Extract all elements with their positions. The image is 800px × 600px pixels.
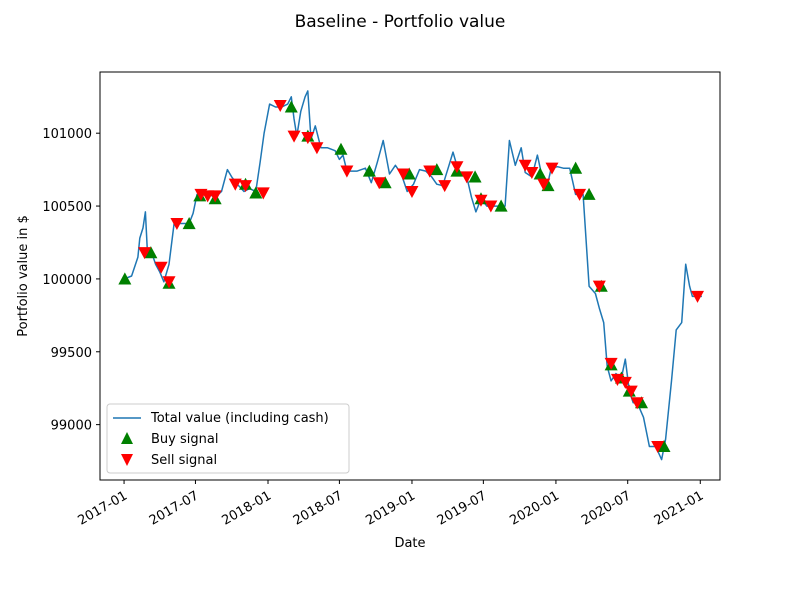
sell-signal-marker — [310, 142, 324, 155]
buy-signal-marker — [334, 142, 348, 155]
sell-signal-marker — [208, 190, 222, 203]
sell-signal-marker — [423, 165, 437, 178]
sell-signal-marker — [460, 171, 474, 184]
y-axis-ticks: 99000 99500 100000 100500 101000 — [42, 127, 100, 434]
buy-signal-marker — [430, 163, 444, 176]
sell-signal-marker — [525, 167, 539, 180]
sell-signal-marker — [573, 188, 587, 201]
y-tick-label: 100500 — [42, 200, 92, 215]
sell-signal-marker — [618, 376, 632, 389]
legend: Total value (including cash) Buy signal … — [106, 403, 350, 474]
x-tick-label: 2018-07 — [291, 488, 346, 528]
sell-signal-marker — [651, 440, 665, 453]
x-tick-label: 2018-01 — [219, 488, 274, 528]
x-tick-label: 2020-07 — [579, 488, 634, 528]
x-tick-label: 2019-07 — [435, 488, 490, 528]
buy-signal-marker — [249, 186, 263, 199]
sell-signal-marker — [301, 132, 315, 145]
sell-signal-marker — [604, 357, 618, 370]
sell-signal-marker — [484, 200, 498, 213]
buy-signal-marker — [182, 217, 196, 230]
sell-signal-marker — [545, 162, 559, 175]
sell-signal-marker — [438, 180, 452, 193]
y-tick-label: 101000 — [42, 127, 92, 142]
sell-signal-marker — [162, 276, 176, 289]
buy-signal-marker — [144, 246, 158, 259]
sell-signal-marker — [405, 185, 419, 198]
x-tick-label: 2017-01 — [76, 488, 131, 528]
sell-signal-marker — [450, 161, 464, 174]
legend-label-buy: Buy signal — [151, 432, 218, 447]
buy-signal-marker — [362, 164, 376, 177]
plot-frame — [99, 71, 721, 481]
x-axis-ticks: 2017-01 2017-07 2018-01 2018-07 2019-01 2019-… — [76, 480, 707, 529]
sell-signal-marker — [170, 218, 184, 231]
x-tick-label: 2017-07 — [147, 488, 202, 528]
sell-signal-marker — [228, 178, 242, 191]
chart-title: Baseline - Portfolio value — [295, 12, 506, 32]
sell-signal-marker — [273, 99, 287, 113]
sell-signal-marker — [340, 165, 354, 178]
buy-signal-marker — [569, 161, 583, 174]
legend-sell-marker — [121, 454, 133, 466]
buy-signal-marker — [468, 170, 482, 183]
buy-signal-marker — [582, 187, 596, 200]
sell-signal-marker — [691, 290, 705, 303]
y-axis-label: Portfolio value in $ — [16, 215, 31, 337]
buy-signal-marker — [533, 167, 547, 180]
buy-signal-marker — [494, 199, 508, 212]
y-tick-label: 99500 — [51, 346, 92, 361]
sell-signal-marker — [592, 280, 606, 293]
sell-signal-marker — [372, 177, 386, 190]
sell-signal-marker — [474, 194, 488, 207]
buy-signal-marker — [657, 439, 671, 453]
y-tick-label: 100000 — [42, 273, 92, 288]
x-tick-label: 2021-01 — [652, 488, 707, 528]
x-axis-label: Date — [394, 536, 425, 551]
sell-signal-marker — [624, 385, 638, 398]
sell-signal-marker — [256, 187, 270, 200]
legend-buy-marker — [121, 432, 133, 444]
legend-label-sell: Sell signal — [151, 453, 217, 468]
sell-signal-marker — [518, 159, 532, 172]
chart-marks — [118, 90, 705, 461]
legend-box — [106, 403, 350, 474]
buy-signal-marker — [402, 167, 416, 180]
x-tick-label: 2019-01 — [363, 488, 418, 528]
buy-signal-marker — [284, 100, 298, 113]
x-tick-label: 2020-01 — [507, 488, 562, 528]
sell-signal-marker — [630, 397, 644, 410]
sell-signal-marker — [239, 180, 253, 193]
y-tick-label: 99000 — [51, 419, 92, 434]
sell-signal-marker — [537, 178, 551, 191]
buy-signal-marker — [118, 272, 132, 285]
sell-signal-marker — [154, 261, 168, 274]
sell-signal-marker — [138, 247, 152, 260]
legend-label-total: Total value (including cash) — [150, 411, 329, 426]
buy-signal-marker — [378, 176, 392, 189]
sell-signal-marker — [396, 168, 410, 181]
sell-signal-marker — [287, 130, 301, 143]
